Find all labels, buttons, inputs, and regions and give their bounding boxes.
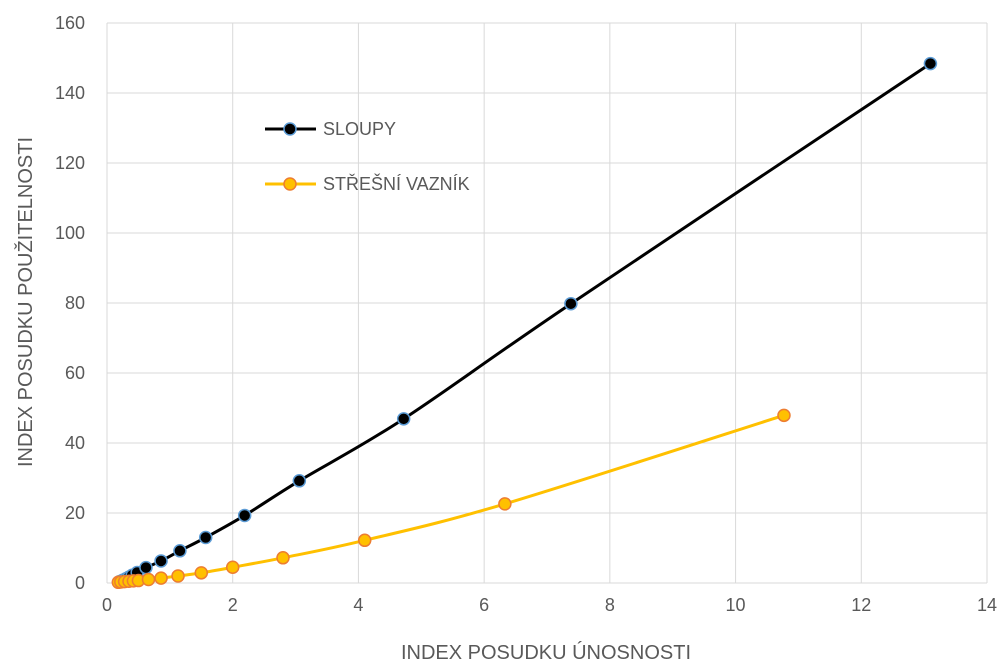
y-tick-label: 0: [75, 573, 85, 593]
data-point: [276, 551, 290, 565]
series-line: [118, 62, 932, 583]
data-point: [171, 569, 185, 583]
data-point: [194, 566, 209, 580]
y-tick-label: 120: [55, 153, 85, 173]
x-tick-label: 10: [726, 595, 746, 615]
y-tick-label: 160: [55, 13, 85, 33]
series-stresni-vaznik: [111, 408, 791, 590]
x-tick-label: 12: [851, 595, 871, 615]
legend-marker: [283, 177, 297, 191]
x-tick-label: 2: [228, 595, 238, 615]
data-point: [498, 497, 512, 511]
data-point: [198, 530, 213, 545]
x-tick-label: 0: [102, 595, 112, 615]
y-tick-label: 140: [55, 83, 85, 103]
x-tick-label: 6: [479, 595, 489, 615]
y-axis-title: INDEX POSUDKU POUŽITELNOSTI: [14, 137, 37, 467]
legend-marker: [283, 122, 297, 136]
y-tick-label: 80: [65, 293, 85, 313]
data-point: [154, 571, 168, 585]
data-point: [564, 296, 578, 311]
data-point: [173, 544, 187, 558]
grid-layer: [106, 22, 988, 584]
data-point: [357, 533, 372, 548]
data-point: [292, 474, 307, 488]
legend-label: SLOUPY: [323, 119, 396, 139]
data-point: [396, 412, 411, 426]
data-point: [139, 560, 153, 575]
series-sloupy: [112, 56, 938, 589]
x-axis-title: INDEX POSUDKU ÚNOSNOSTI: [401, 641, 691, 662]
series-layer: [111, 56, 938, 590]
y-tick-label: 40: [65, 433, 85, 453]
x-tick-label: 4: [353, 595, 363, 615]
series-line: [118, 413, 785, 584]
data-point: [923, 56, 938, 71]
y-tick-label: 100: [55, 223, 85, 243]
data-point: [141, 572, 156, 587]
y-tick-label: 20: [65, 503, 85, 523]
legend: SLOUPY STŘEŠNÍ VAZNÍK: [265, 119, 470, 194]
legend-label: STŘEŠNÍ VAZNÍK: [323, 173, 470, 194]
data-point: [777, 408, 791, 423]
y-tick-label: 60: [65, 363, 85, 383]
data-point: [237, 508, 252, 523]
data-point: [225, 560, 240, 574]
x-tick-label: 8: [605, 595, 615, 615]
x-tick-label: 14: [977, 595, 997, 615]
data-point: [154, 554, 168, 568]
